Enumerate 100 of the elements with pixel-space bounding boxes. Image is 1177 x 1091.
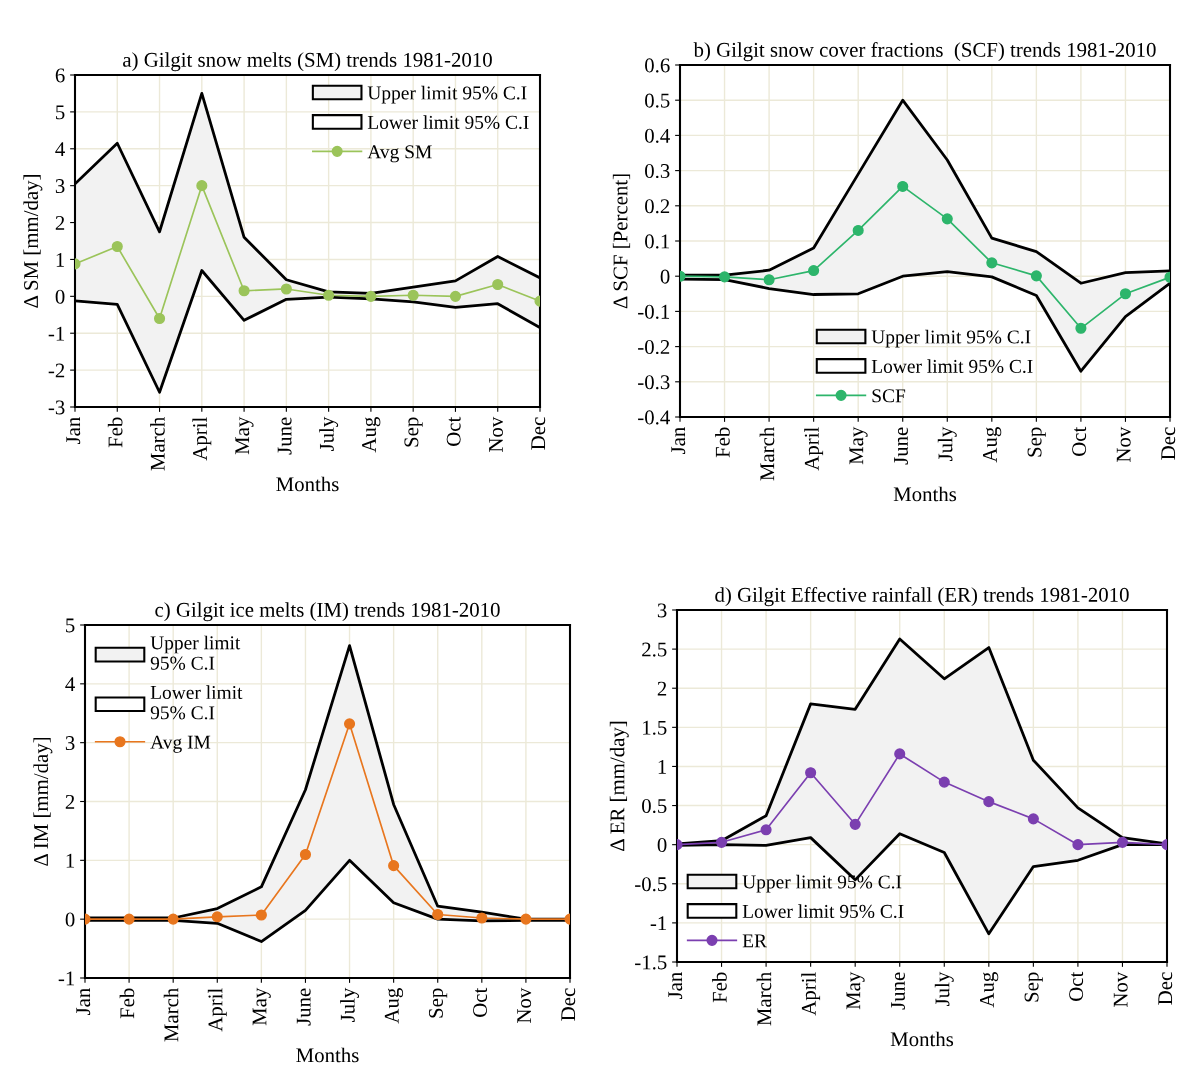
y-tick-label: 3 (55, 179, 65, 194)
y-axis-title: Δ SM [mm/day] (23, 175, 43, 308)
x-tick-label: Sep (428, 988, 448, 1018)
x-tick-label: Jan (76, 988, 91, 1016)
x-tick-label: April (192, 417, 212, 461)
y-tick-label: -0.4 (638, 410, 670, 425)
x-tick-label: June (277, 417, 292, 455)
legend-label: ER (742, 934, 767, 948)
x-tick-label: Oct (1072, 426, 1087, 456)
x-tick-label: Sep (404, 417, 423, 447)
x-tick-label: June (891, 972, 905, 1010)
y-tick-label: -1 (650, 916, 667, 931)
x-tick-label: June (894, 427, 908, 465)
y-tick-label: 1 (56, 252, 65, 267)
y-tick-label: 5 (66, 618, 75, 633)
x-tick-label: Jan (671, 427, 686, 455)
x-axis-title: Months (890, 1031, 954, 1047)
x-tick-label: Nov (517, 987, 532, 1023)
legend-label: Lower limit 95% C.I (150, 685, 243, 720)
x-tick-label: July (340, 987, 360, 1023)
chart-title: a) Gilgit snow melts (SM) trends 1981-2010 (123, 52, 492, 72)
x-tick-label: Aug (980, 972, 999, 1008)
y-tick-label: 2 (65, 794, 75, 809)
x-tick-label: Oct (1069, 971, 1084, 1001)
y-tick-label: 3 (657, 603, 667, 618)
y-tick-label: 2 (657, 681, 667, 696)
y-tick-label: -3 (48, 400, 65, 415)
y-tick-label: 5 (56, 105, 65, 120)
chart-title: d) Gilgit Effective rainfall (ER) trends 1981-2010 (715, 587, 1129, 607)
y-tick-label: 3 (65, 736, 75, 751)
y-axis-title: Δ SCF [Percent] (612, 174, 631, 309)
y-tick-label: 0 (55, 289, 65, 304)
x-tick-label: Feb (712, 972, 727, 1003)
y-tick-label: 2 (55, 215, 65, 230)
x-tick-label: April (801, 972, 821, 1016)
x-tick-label: Oct (446, 416, 461, 446)
y-tick-label: 1 (658, 759, 667, 774)
legend-label: Upper limit 95% C.I (871, 329, 1031, 348)
x-tick-label: Dec (1158, 972, 1173, 1005)
y-tick-label: 4 (65, 677, 75, 692)
y-tick-label: 0.5 (645, 93, 670, 108)
x-tick-label: Aug (983, 427, 1002, 463)
x-axis-title: Months (276, 476, 339, 492)
x-tick-label: May (235, 416, 254, 455)
x-tick-label: May (252, 987, 271, 1026)
x-tick-label: March (756, 972, 772, 1026)
y-tick-label: -0.3 (638, 375, 670, 390)
legend-label: Lower limit 95% C.I (367, 115, 529, 129)
x-tick-label: March (163, 988, 179, 1042)
y-tick-label: 0 (657, 838, 667, 853)
x-tick-label: Feb (715, 427, 730, 458)
x-tick-label: March (150, 417, 165, 471)
y-tick-label: -1.5 (635, 955, 667, 970)
x-tick-label: Aug (362, 417, 381, 453)
x-tick-label: Dec (531, 417, 546, 450)
y-tick-label: 4 (55, 142, 65, 157)
x-tick-label: Jan (66, 417, 81, 445)
legend-label: Avg SM (367, 145, 432, 163)
x-tick-label: Nov (1113, 971, 1128, 1007)
x-tick-label: Sep (1027, 427, 1046, 457)
x-tick-label: Feb (107, 417, 123, 448)
y-tick-label: -0.1 (638, 304, 670, 319)
x-tick-label: May (846, 971, 865, 1010)
y-tick-label: 0.5 (642, 798, 667, 814)
x-tick-label: Sep (1024, 972, 1043, 1002)
x-tick-label: July (934, 971, 954, 1007)
legend-label: Lower limit 95% C.I (871, 359, 1033, 374)
x-axis-title: Months (893, 486, 957, 502)
y-tick-label: 1.5 (643, 720, 667, 735)
chart-title: b) Gilgit snow cover fractions (SCF) trends 1981-2010 (693, 42, 1156, 62)
y-tick-label: 1 (66, 853, 75, 868)
x-tick-label: Aug (384, 988, 404, 1024)
x-tick-label: May (849, 426, 868, 465)
x-tick-label: Jan (668, 972, 683, 1000)
chart-title: c) Gilgit ice melts (IM) trends 1981-2010 (155, 602, 500, 622)
y-tick-label: 0.3 (645, 163, 670, 179)
y-tick-label: -0.5 (635, 877, 667, 892)
y-tick-label: 0.4 (645, 128, 670, 143)
y-tick-label: 6 (55, 68, 65, 83)
x-tick-label: Feb (119, 988, 135, 1019)
legend-label: SCF (872, 389, 906, 403)
x-tick-label: March (759, 427, 775, 481)
y-axis-title: Δ IM [mm/day] (33, 737, 53, 866)
y-tick-label: 0.1 (645, 234, 670, 249)
legend-label: Lower limit 95% C.I (742, 904, 904, 919)
x-tick-label: Dec (561, 988, 576, 1021)
x-tick-label: April (804, 427, 824, 471)
x-tick-label: June (296, 988, 311, 1026)
x-axis-title: Months (296, 1047, 359, 1063)
x-tick-label: July (937, 426, 957, 462)
legend-label: Upper limit 95% C.I (367, 85, 527, 104)
y-tick-label: 2.5 (642, 642, 667, 657)
x-tick-label: Dec (1161, 427, 1176, 460)
y-tick-label: 0 (660, 269, 670, 284)
x-tick-label: April (207, 988, 227, 1032)
y-tick-label: 0 (65, 912, 75, 927)
y-tick-label: 0.6 (645, 58, 670, 73)
y-axis-title: Δ ER [mm/day] (609, 721, 629, 851)
y-tick-label: -1 (48, 326, 65, 341)
x-tick-label: Nov (1116, 426, 1131, 462)
